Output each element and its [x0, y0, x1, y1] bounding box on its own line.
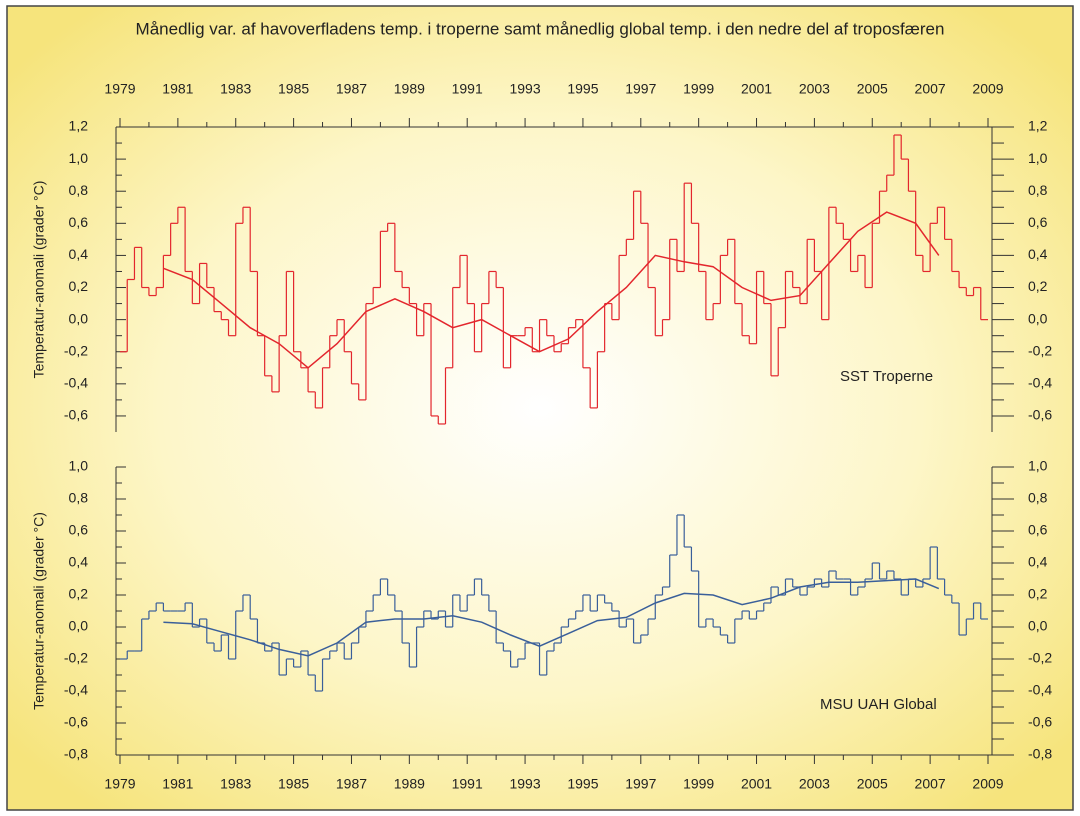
y-tick-label-left: 0,2 — [69, 586, 89, 602]
y-tick-label-right: 1,2 — [1028, 118, 1048, 134]
x-tick-label: 2003 — [799, 81, 830, 97]
y-tick-label-left: -0,6 — [64, 407, 88, 423]
y-tick-label-left: -0,4 — [64, 682, 88, 698]
y-tick-label-left: -0,6 — [64, 714, 88, 730]
x-tick-label: 1987 — [336, 776, 367, 792]
y-tick-label-left: 0,4 — [69, 554, 89, 570]
x-tick-label: 1993 — [509, 81, 540, 97]
y-tick-label-right: 0,6 — [1028, 214, 1048, 230]
y-tick-label-right: 0,0 — [1028, 310, 1048, 326]
y-axis-label: Temperatur-anomali (grader °C) — [31, 512, 47, 710]
x-tick-label: 2005 — [857, 81, 888, 97]
x-tick-label: 1991 — [452, 81, 483, 97]
x-tick-label: 1993 — [509, 776, 540, 792]
x-tick-label: 2005 — [857, 776, 888, 792]
y-tick-label-left: 0,0 — [69, 310, 89, 326]
series-label: MSU UAH Global — [820, 696, 937, 713]
x-tick-label: 2003 — [799, 776, 830, 792]
y-tick-label-left: 1,0 — [69, 150, 89, 166]
y-tick-label-right: 1,0 — [1028, 458, 1048, 474]
y-tick-label-right: -0,8 — [1028, 746, 1052, 762]
y-tick-label-left: -0,2 — [64, 342, 88, 358]
x-tick-label: 1987 — [336, 81, 367, 97]
y-tick-label-left: 0,0 — [69, 618, 89, 634]
x-tick-label: 1999 — [683, 776, 714, 792]
chart-title: Månedlig var. af havoverfladens temp. i … — [136, 19, 945, 38]
y-tick-label-right: -0,2 — [1028, 342, 1052, 358]
x-tick-label: 1991 — [452, 776, 483, 792]
x-tick-label: 1997 — [625, 776, 656, 792]
y-tick-label-left: 0,2 — [69, 278, 89, 294]
y-tick-label-left: -0,4 — [64, 375, 88, 391]
x-tick-label: 2001 — [741, 776, 772, 792]
x-tick-label: 2009 — [972, 81, 1003, 97]
x-tick-label: 1995 — [567, 81, 598, 97]
x-tick-label: 1999 — [683, 81, 714, 97]
x-tick-label: 2007 — [915, 776, 946, 792]
y-tick-label-right: -0,4 — [1028, 682, 1052, 698]
y-tick-label-right: 0,4 — [1028, 554, 1048, 570]
x-tick-label: 1995 — [567, 776, 598, 792]
series-label: SST Troperne — [840, 368, 933, 385]
trend-line — [163, 211, 940, 369]
y-tick-label-left: 0,8 — [69, 490, 89, 506]
background — [6, 5, 1074, 811]
y-tick-label-left: 0,4 — [69, 246, 89, 262]
x-tick-label: 1989 — [394, 776, 425, 792]
y-tick-label-left: -0,2 — [64, 650, 88, 666]
x-tick-label: 1997 — [625, 81, 656, 97]
y-tick-label-left: 1,0 — [69, 458, 89, 474]
x-tick-label: 1979 — [104, 776, 135, 792]
y-tick-label-right: 0,8 — [1028, 490, 1048, 506]
y-tick-label-right: 0,0 — [1028, 618, 1048, 634]
y-tick-label-left: 1,2 — [69, 118, 89, 134]
x-tick-label: 1985 — [278, 776, 309, 792]
y-tick-label-right: 0,6 — [1028, 522, 1048, 538]
x-tick-label: 1979 — [104, 81, 135, 97]
y-tick-label-left: 0,8 — [69, 182, 89, 198]
x-tick-label: 2001 — [741, 81, 772, 97]
y-tick-label-right: 0,4 — [1028, 246, 1048, 262]
y-tick-label-right: -0,6 — [1028, 714, 1052, 730]
x-tick-label: 1983 — [220, 776, 251, 792]
y-tick-label-right: 0,2 — [1028, 278, 1048, 294]
trend-line — [163, 578, 940, 657]
y-axis-label: Temperatur-anomali (grader °C) — [31, 181, 47, 379]
y-tick-label-left: 0,6 — [69, 522, 89, 538]
x-tick-label: 2007 — [915, 81, 946, 97]
y-tick-label-right: 1,0 — [1028, 150, 1048, 166]
x-tick-label: 1989 — [394, 81, 425, 97]
x-tick-label: 2009 — [972, 776, 1003, 792]
y-tick-label-right: -0,2 — [1028, 650, 1052, 666]
y-tick-label-right: -0,4 — [1028, 375, 1052, 391]
y-tick-label-right: -0,6 — [1028, 407, 1052, 423]
x-tick-label: 1981 — [162, 81, 193, 97]
y-tick-label-right: 0,2 — [1028, 586, 1048, 602]
x-tick-label: 1983 — [220, 81, 251, 97]
x-tick-label: 1985 — [278, 81, 309, 97]
y-tick-label-left: -0,8 — [64, 746, 88, 762]
y-tick-label-left: 0,6 — [69, 214, 89, 230]
y-tick-label-right: 0,8 — [1028, 182, 1048, 198]
x-tick-label: 1981 — [162, 776, 193, 792]
